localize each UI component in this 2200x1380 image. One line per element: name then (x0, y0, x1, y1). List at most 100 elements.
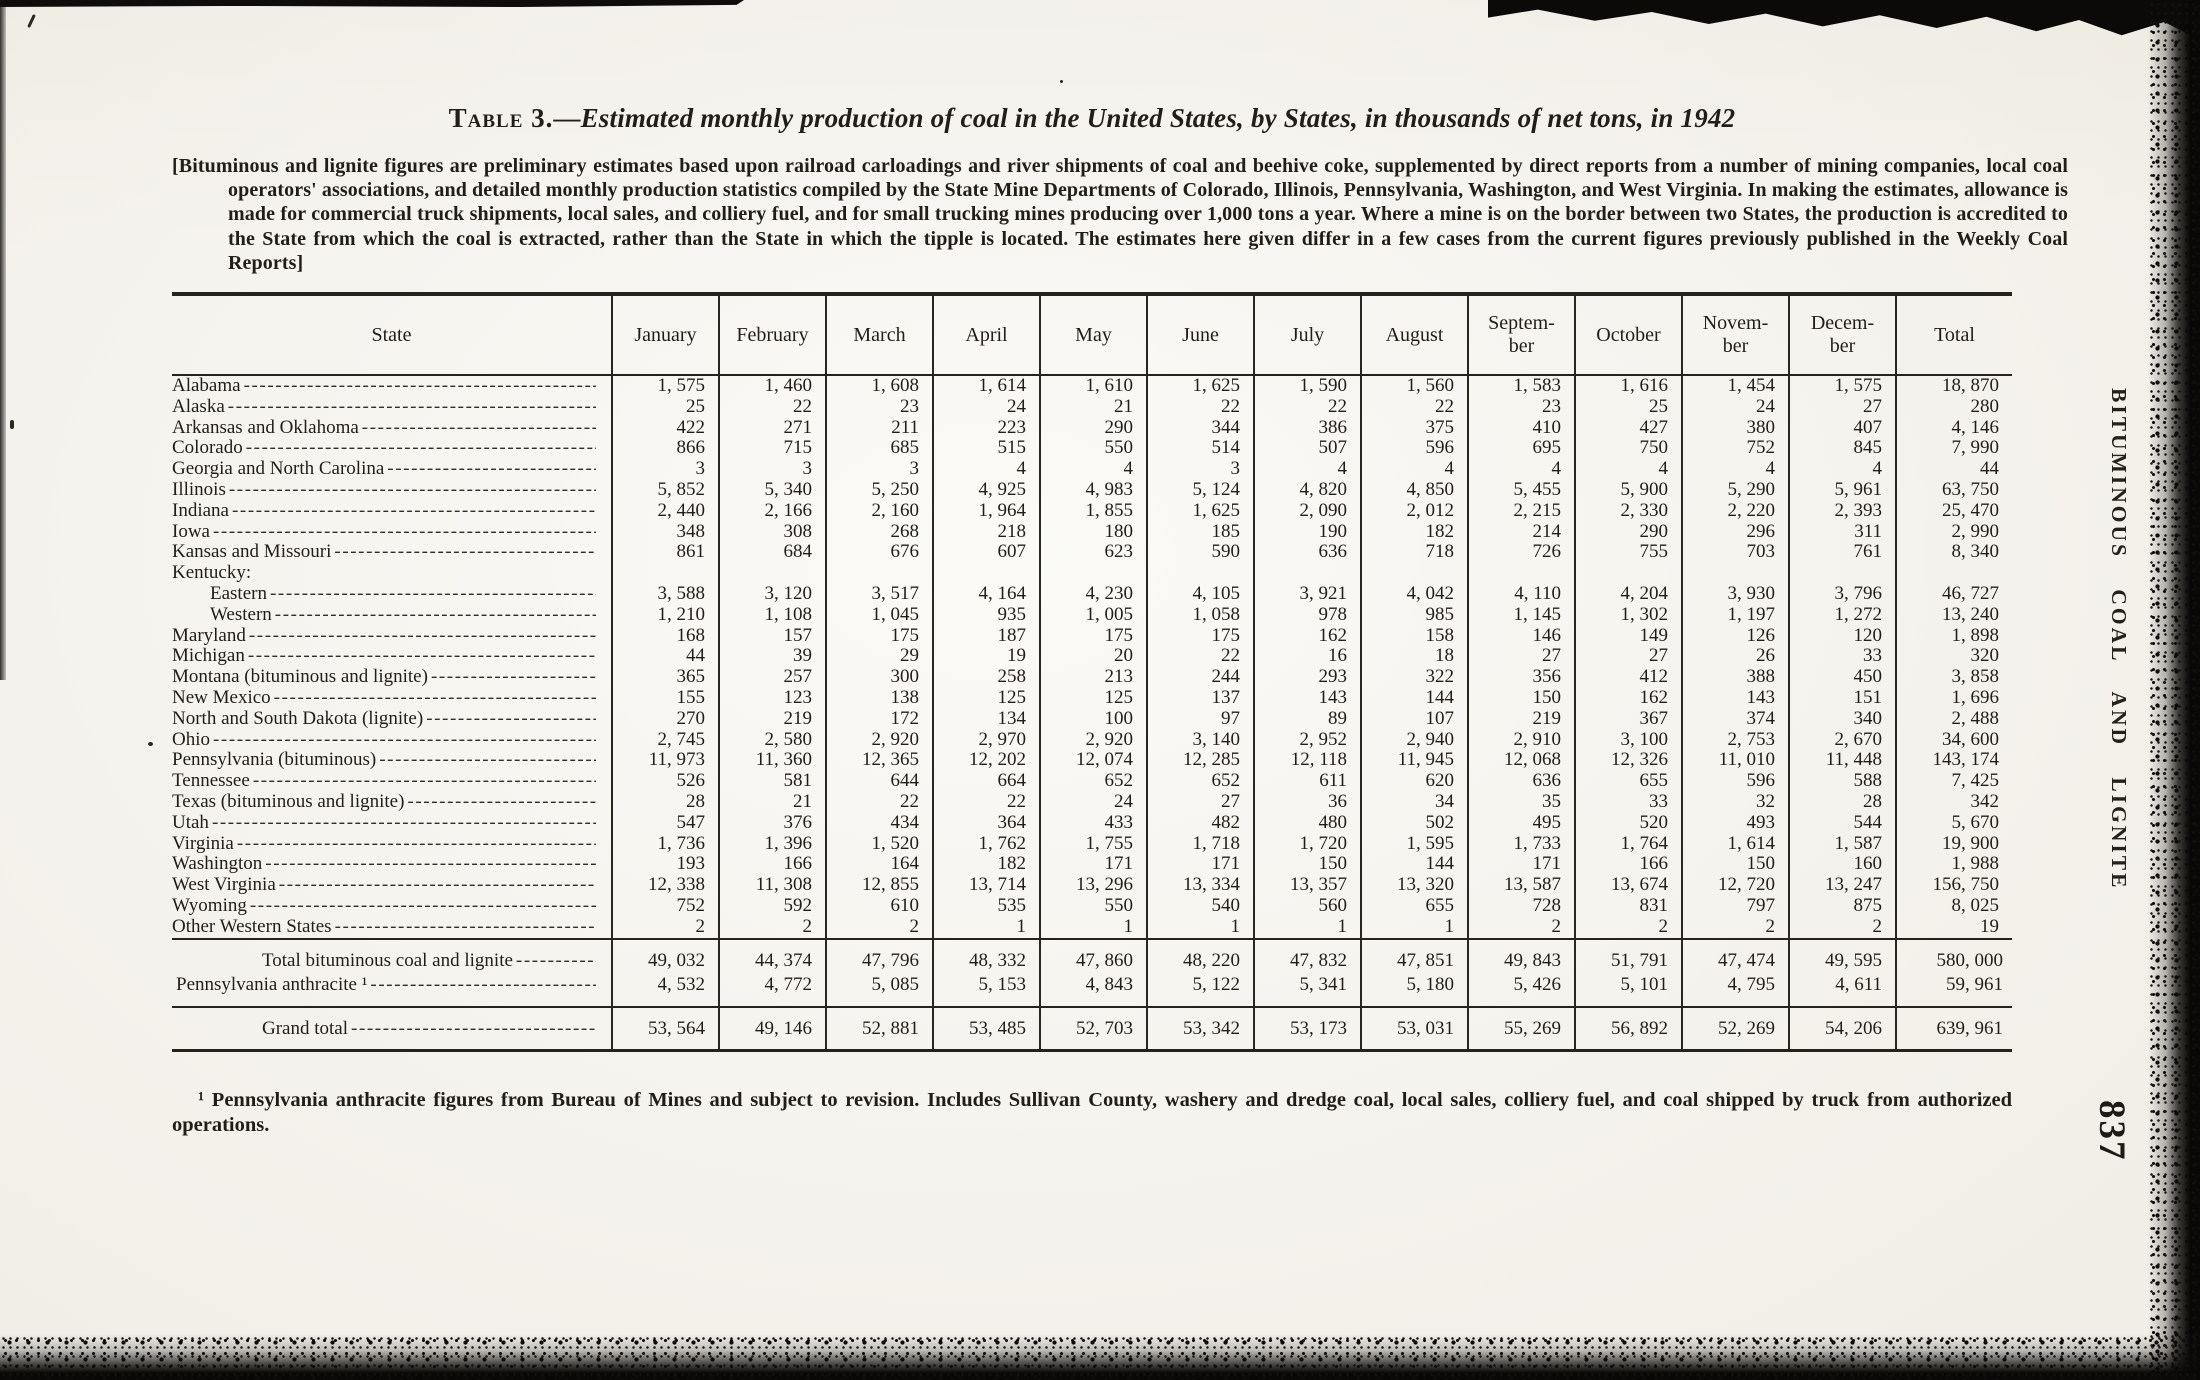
value-cell: 3 (1146, 458, 1254, 480)
state-wrap: Virginia (172, 834, 598, 855)
state-wrap: Illinois (172, 480, 598, 501)
value-cell: 22 (1253, 396, 1361, 418)
state-label: Georgia and North Carolina (172, 459, 385, 480)
value-cell: 1, 058 (1146, 604, 1254, 626)
table-row: Wyoming 752592610535550540560655728831797… (172, 895, 2012, 917)
scan-edge-top-right (1488, 0, 2200, 40)
value-cell: 290 (1574, 521, 1682, 543)
table-row: Maryland16815717518717517516215814614912… (172, 625, 2012, 647)
value-cell: 715 (718, 438, 826, 460)
value-cell: 49, 146 (718, 1005, 826, 1051)
state-label: Ohio (172, 729, 210, 750)
state-label: Kentucky: (172, 563, 252, 584)
value-cell: 4 (1039, 458, 1147, 480)
state-label: Texas (bituminous and lignite) (172, 791, 405, 812)
state-wrap: Indiana (172, 501, 598, 522)
value-cell: 39 (718, 646, 826, 668)
value-cell: 2 (1681, 916, 1789, 939)
value-cell: 374 (1681, 708, 1789, 730)
value-cell: 175 (1039, 625, 1147, 647)
value-cell: 5, 085 (825, 973, 933, 1007)
value-cell: 375 (1360, 417, 1468, 439)
value-cell: 150 (1467, 687, 1575, 709)
value-cell: 166 (718, 854, 826, 876)
value-cell: 1, 614 (1681, 833, 1789, 855)
state-label: Washington (172, 854, 263, 875)
table-row: Other Western States22211111222219 (172, 916, 2012, 939)
state-wrap: Alabama (172, 376, 598, 397)
value-cell: 1, 005 (1039, 604, 1147, 626)
value-cell: 4, 532 (611, 973, 719, 1007)
value-cell: 550 (1039, 438, 1147, 460)
state-cell: New Mexico (172, 688, 612, 709)
value-cell: 2, 090 (1253, 500, 1361, 522)
value-cell (718, 563, 826, 584)
value-cell: 18 (1360, 646, 1468, 668)
state-wrap: Pennsylvania anthracite ¹ (176, 974, 598, 997)
state-wrap: Michigan (172, 646, 598, 667)
value-cell: 1, 575 (611, 375, 719, 397)
dash-leader (213, 522, 596, 543)
value-cell: 1, 755 (1039, 833, 1147, 855)
scan-edge-bottom (0, 1334, 2200, 1380)
value-cell (1467, 563, 1575, 584)
value-cell: 685 (825, 438, 933, 460)
table-headnote: [Bituminous and lignite figures are prel… (172, 155, 2068, 274)
value-cell: 376 (718, 812, 826, 834)
state-wrap: Eastern (172, 584, 598, 605)
value-cell: 271 (718, 417, 826, 439)
value-cell: 48, 332 (932, 937, 1040, 974)
value-cell: 155 (611, 687, 719, 709)
value-cell: 144 (1360, 687, 1468, 709)
value-cell: 33 (1788, 646, 1896, 668)
value-cell: 168 (611, 625, 719, 647)
title-dash: — (553, 103, 581, 133)
value-cell: 320 (1895, 646, 2012, 668)
state-cell: Tennessee (172, 771, 612, 792)
value-cell: 4, 110 (1467, 583, 1575, 605)
value-cell: 1, 964 (932, 500, 1040, 522)
state-wrap: North and South Dakota (lignite) (172, 709, 598, 730)
value-cell: 875 (1788, 895, 1896, 917)
dash-leader (407, 792, 596, 813)
state-wrap: Iowa (172, 522, 598, 543)
state-cell: Virginia (172, 834, 612, 855)
dash-leader (279, 875, 596, 896)
value-cell: 166 (1574, 854, 1682, 876)
value-cell: 19 (1895, 916, 2012, 939)
column-header-july: July (1253, 294, 1361, 376)
value-cell: 143, 174 (1895, 750, 2012, 772)
value-cell: 3, 796 (1788, 583, 1896, 605)
value-cell: 24 (1039, 791, 1147, 813)
value-cell: 160 (1788, 854, 1896, 876)
value-cell: 182 (932, 854, 1040, 876)
state-wrap: Maryland (172, 626, 598, 647)
value-cell: 2, 330 (1574, 500, 1682, 522)
scan-edge-top (0, 0, 744, 7)
state-cell: Pennsylvania (bituminous) (172, 750, 612, 771)
value-cell: 388 (1681, 666, 1789, 688)
value-cell: 46, 727 (1895, 583, 2012, 605)
value-cell: 1, 898 (1895, 625, 2012, 647)
table-row: Montana (bituminous and lignite) 36525730… (172, 666, 2012, 688)
value-cell: 1 (1039, 916, 1147, 939)
column-header-february: February (718, 294, 826, 376)
value-cell: 434 (825, 812, 933, 834)
state-wrap: Total bituminous coal and lignite (176, 950, 598, 973)
value-cell: 11, 360 (718, 750, 826, 772)
value-cell: 22 (1360, 396, 1468, 418)
value-cell: 5, 153 (932, 973, 1040, 1007)
value-cell: 1, 045 (825, 604, 933, 626)
value-cell: 611 (1253, 770, 1361, 792)
value-cell: 52, 881 (825, 1005, 933, 1051)
value-cell: 580, 000 (1895, 937, 2012, 974)
value-cell: 560 (1253, 895, 1361, 917)
value-cell: 3 (718, 458, 826, 480)
value-cell: 935 (932, 604, 1040, 626)
state-cell: Iowa (172, 522, 612, 543)
value-cell: 11, 973 (611, 750, 719, 772)
